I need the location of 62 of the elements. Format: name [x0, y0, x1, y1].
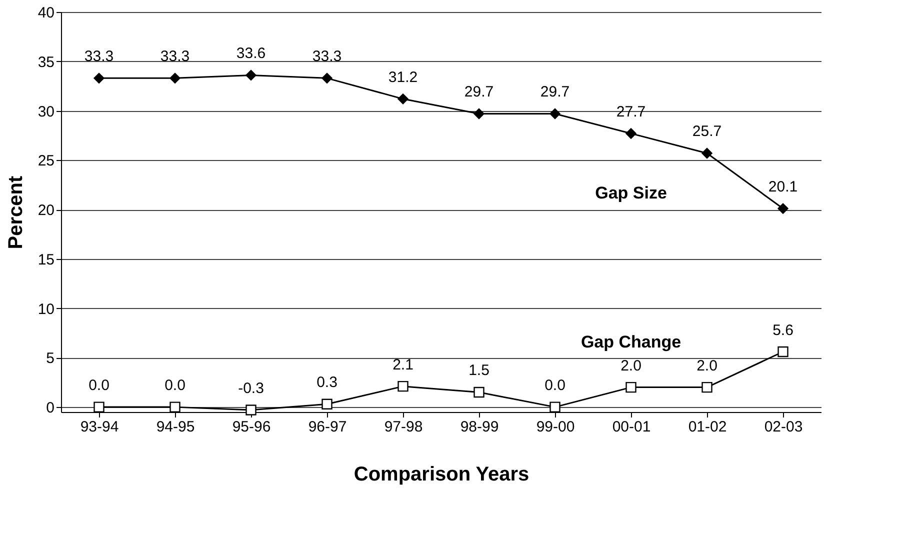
- point: [94, 72, 104, 84]
- point: [626, 128, 636, 139]
- point: [170, 72, 180, 84]
- x-tick-label: 95-96: [232, 418, 271, 436]
- point: [474, 108, 484, 120]
- y-tick-label: 35: [38, 54, 54, 71]
- data-label: 33.3: [84, 48, 114, 66]
- data-label: 29.7: [540, 84, 570, 101]
- x-tick-label: 93-94: [80, 418, 119, 436]
- x-tick-label: 96-97: [308, 418, 347, 436]
- x-tick-label: 00-01: [612, 418, 651, 436]
- x-tick-label: 97-98: [384, 418, 423, 436]
- data-label: 31.2: [388, 68, 418, 86]
- point: [246, 404, 256, 416]
- x-tick-label: 01-02: [688, 418, 727, 436]
- y-tick-label: 20: [38, 202, 54, 220]
- point: [170, 402, 180, 412]
- data-label: 33.6: [236, 45, 266, 62]
- data-label: 5.6: [772, 322, 794, 339]
- point: [474, 386, 484, 398]
- point: [702, 382, 712, 393]
- text: Gap Change: [580, 332, 682, 352]
- x-tick-label: 98-99: [460, 418, 499, 436]
- point: [550, 108, 560, 120]
- y-axis-title: Percent: [4, 175, 27, 250]
- data-label: -0.3: [238, 380, 264, 398]
- y-tick-label: 15: [38, 251, 54, 268]
- y-tick-label: 40: [38, 4, 54, 22]
- data-label: 29.7: [464, 84, 494, 101]
- x-tick-label: 94-95: [156, 418, 195, 436]
- data-label: 2.1: [392, 356, 414, 374]
- x-axis-title: Comparison Years: [354, 464, 530, 486]
- point: [778, 203, 788, 214]
- data-label: 0.3: [316, 374, 338, 392]
- text: Gap Size: [595, 183, 667, 202]
- point: [626, 382, 636, 393]
- point: [550, 402, 560, 412]
- point: [246, 70, 256, 81]
- data-label: 0.0: [544, 377, 566, 394]
- x-tick-label: 02-03: [764, 418, 803, 436]
- y-tick-label: 5: [46, 350, 54, 368]
- x-tick-label: 99-00: [536, 418, 575, 436]
- y-tick-label: 10: [38, 300, 54, 318]
- data-label: 2.0: [620, 357, 642, 374]
- point: [398, 94, 408, 104]
- data-label: 1.5: [468, 362, 490, 380]
- y-tick-label: 25: [38, 152, 54, 170]
- point: [94, 402, 104, 412]
- point: [322, 398, 332, 410]
- point: [702, 148, 712, 159]
- point: [778, 346, 788, 358]
- data-label: 2.0: [696, 357, 718, 374]
- y-tick-label: 0: [46, 400, 54, 417]
- point: [322, 72, 332, 84]
- y-tick-label: 30: [38, 103, 54, 120]
- data-label: 33.3: [160, 48, 190, 66]
- point: [398, 380, 408, 392]
- data-label: 0.0: [88, 377, 110, 394]
- data-label: 0.0: [164, 377, 186, 394]
- data-label: 20.1: [768, 178, 798, 196]
- data-label: 25.7: [692, 123, 722, 140]
- data-label: 33.3: [312, 48, 342, 66]
